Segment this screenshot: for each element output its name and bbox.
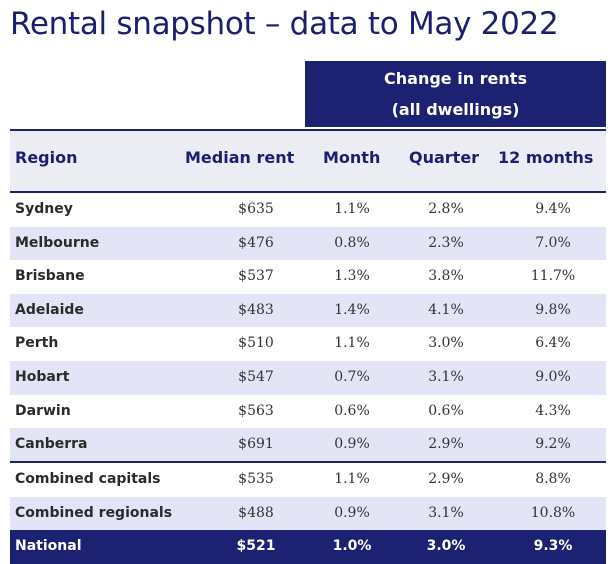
- region-name: Combined capitals: [15, 471, 161, 487]
- month-change: 1.4%: [334, 301, 370, 318]
- region-name: National: [15, 538, 82, 555]
- year-change: 10.8%: [530, 504, 576, 521]
- month-change: 0.6%: [334, 402, 370, 419]
- col-header-quarter: Quarter: [409, 148, 480, 167]
- column-header-row: [10, 131, 606, 191]
- year-change: 7.0%: [535, 234, 571, 251]
- median-rent: $537: [238, 268, 274, 285]
- year-change: 9.2%: [535, 436, 571, 453]
- median-rent: $510: [238, 335, 274, 352]
- region-name: Hobart: [15, 369, 70, 385]
- quarter-change: 3.8%: [428, 268, 464, 285]
- month-change: 1.1%: [334, 471, 370, 487]
- median-rent: $535: [238, 471, 274, 487]
- region-name: Canberra: [15, 436, 88, 453]
- table-row: Hobart $547 0.7% 3.1% 9.0%: [10, 361, 606, 395]
- median-rent: $488: [238, 504, 274, 521]
- year-change: 11.7%: [530, 268, 576, 285]
- month-change: 1.3%: [334, 268, 370, 285]
- region-name: Melbourne: [15, 234, 100, 251]
- month-change: 0.7%: [334, 369, 370, 385]
- quarter-change: 2.9%: [428, 471, 464, 487]
- quarter-change: 3.1%: [428, 369, 464, 385]
- quarter-change: 3.0%: [426, 538, 466, 555]
- region-name: Perth: [15, 335, 59, 352]
- section-divider: [10, 461, 606, 463]
- table-row: Combined capitals $535 1.1% 2.9% 8.8%: [10, 463, 606, 497]
- year-change: 4.3%: [535, 402, 571, 419]
- quarter-change: 2.9%: [428, 436, 464, 453]
- col-header-region: Region: [15, 148, 78, 167]
- quarter-change: 2.8%: [428, 201, 464, 217]
- median-rent: $563: [238, 402, 274, 419]
- col-header-12-months: 12 months: [498, 148, 594, 167]
- table-row: Sydney $635 1.1% 2.8% 9.4%: [10, 193, 606, 227]
- year-change: 9.8%: [535, 301, 571, 318]
- quarter-change: 4.1%: [428, 301, 464, 318]
- change-in-rents-header: Change in rents (all dwellings): [305, 61, 606, 127]
- median-rent: $476: [238, 234, 274, 251]
- month-change: 0.9%: [334, 504, 370, 521]
- month-change: 0.9%: [334, 436, 370, 453]
- median-rent: $547: [238, 369, 274, 385]
- table-row: Canberra $691 0.9% 2.9% 9.2%: [10, 428, 606, 462]
- table-row: Adelaide $483 1.4% 4.1% 9.8%: [10, 293, 606, 328]
- median-rent: $691: [238, 436, 274, 453]
- band-line-1: Change in rents: [384, 69, 527, 88]
- quarter-change: 0.6%: [428, 402, 464, 419]
- band-line-2: (all dwellings): [391, 100, 520, 119]
- region-name: Sydney: [15, 201, 73, 217]
- quarter-change: 2.3%: [428, 234, 464, 251]
- year-change: 9.4%: [535, 201, 571, 217]
- year-change: 9.3%: [533, 538, 573, 555]
- quarter-change: 3.0%: [428, 335, 464, 352]
- month-change: 1.1%: [334, 335, 370, 352]
- year-change: 9.0%: [535, 369, 571, 385]
- region-name: Darwin: [15, 402, 71, 419]
- median-rent: $635: [238, 201, 274, 217]
- region-name: Adelaide: [15, 301, 84, 318]
- col-header-month: Month: [323, 148, 381, 167]
- region-name: Combined regionals: [15, 504, 173, 521]
- month-change: 1.0%: [332, 538, 372, 555]
- median-rent: $521: [236, 538, 276, 555]
- median-rent: $483: [238, 301, 274, 318]
- table-row: Perth $510 1.1% 3.0% 6.4%: [10, 327, 606, 361]
- page-title: Rental snapshot – data to May 2022: [10, 6, 559, 42]
- col-header-median-rent: Median rent: [185, 148, 295, 167]
- year-change: 8.8%: [535, 471, 571, 487]
- header-bottom-rule: [10, 191, 606, 193]
- national-total-row: National $521 1.0% 3.0% 9.3%: [10, 530, 606, 564]
- table-row: Melbourne $476 0.8% 2.3% 7.0%: [10, 226, 606, 261]
- table-row: Darwin $563 0.6% 0.6% 4.3%: [10, 395, 606, 429]
- month-change: 1.1%: [334, 201, 370, 217]
- month-change: 0.8%: [334, 234, 370, 251]
- region-name: Brisbane: [15, 268, 85, 285]
- quarter-change: 3.1%: [428, 504, 464, 521]
- year-change: 6.4%: [535, 335, 571, 352]
- table-row: Brisbane $537 1.3% 3.8% 11.7%: [10, 260, 606, 294]
- table-row: Combined regionals $488 0.9% 3.1% 10.8%: [10, 496, 606, 531]
- header-top-rule: [10, 129, 606, 131]
